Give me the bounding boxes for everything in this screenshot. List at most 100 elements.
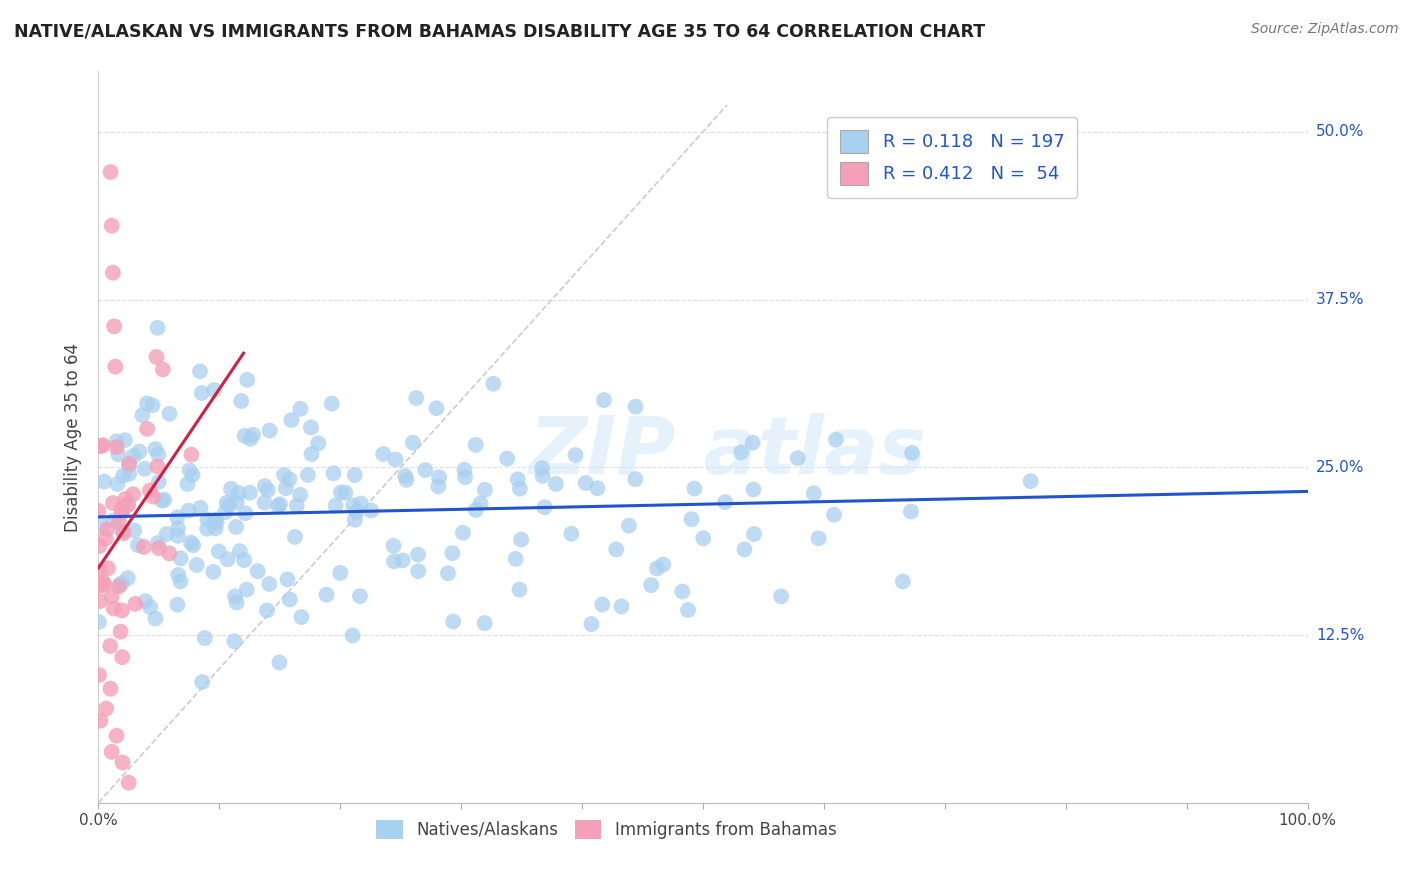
Point xyxy=(194,631,217,645)
Point xyxy=(91,438,114,452)
Point xyxy=(105,434,128,449)
Point xyxy=(233,553,256,567)
Point xyxy=(148,475,170,489)
Point xyxy=(97,561,120,575)
Point xyxy=(111,603,134,617)
Point xyxy=(349,589,371,603)
Point xyxy=(531,461,554,475)
Point xyxy=(100,590,122,604)
Point xyxy=(297,467,319,482)
Point xyxy=(150,493,173,508)
Point xyxy=(406,564,429,578)
Point xyxy=(474,616,496,631)
Point xyxy=(191,675,214,690)
Point xyxy=(273,468,295,483)
Point xyxy=(215,496,238,510)
Point xyxy=(224,590,246,604)
Point xyxy=(100,219,122,233)
Point xyxy=(496,451,519,466)
Point xyxy=(128,444,150,458)
Point xyxy=(1019,474,1042,488)
Point xyxy=(167,568,190,582)
Point xyxy=(610,599,633,614)
Legend: Natives/Alaskans, Immigrants from Bahamas: Natives/Alaskans, Immigrants from Bahama… xyxy=(370,814,844,846)
Point xyxy=(146,459,169,474)
Point xyxy=(202,383,225,397)
Point xyxy=(284,530,307,544)
Point xyxy=(111,576,134,591)
Point xyxy=(197,513,219,527)
Point xyxy=(652,558,675,572)
Point xyxy=(166,598,188,612)
Point xyxy=(134,462,156,476)
Point xyxy=(394,469,416,483)
Point xyxy=(360,503,382,517)
Point xyxy=(139,483,162,498)
Point xyxy=(343,468,366,483)
Point xyxy=(191,386,214,401)
Point xyxy=(101,496,124,510)
Text: 25.0%: 25.0% xyxy=(1316,459,1364,475)
Point xyxy=(329,566,352,580)
Point xyxy=(236,373,259,387)
Point xyxy=(108,577,131,591)
Point xyxy=(624,472,647,486)
Point xyxy=(112,468,135,483)
Point xyxy=(437,566,460,581)
Point xyxy=(683,482,706,496)
Point xyxy=(786,451,808,466)
Point xyxy=(891,574,914,589)
Point xyxy=(605,542,627,557)
Point xyxy=(823,508,845,522)
Point xyxy=(742,527,765,541)
Point xyxy=(114,491,136,506)
Point xyxy=(205,516,228,530)
Point xyxy=(177,503,200,517)
Point xyxy=(105,440,128,454)
Point xyxy=(179,463,201,477)
Point xyxy=(593,392,616,407)
Point xyxy=(343,513,366,527)
Point xyxy=(87,668,110,682)
Point xyxy=(464,503,486,517)
Point xyxy=(229,544,252,558)
Point xyxy=(122,487,145,501)
Point xyxy=(103,319,125,334)
Point xyxy=(290,401,312,416)
Point xyxy=(506,472,529,486)
Point xyxy=(233,429,256,443)
Point xyxy=(170,551,193,566)
Point xyxy=(406,548,429,562)
Point xyxy=(617,518,640,533)
Point xyxy=(124,597,146,611)
Point xyxy=(335,485,357,500)
Point xyxy=(242,428,264,442)
Point xyxy=(256,483,278,498)
Point xyxy=(214,505,236,519)
Point xyxy=(415,463,437,477)
Point xyxy=(176,477,198,491)
Point xyxy=(510,533,533,547)
Point xyxy=(290,488,312,502)
Point xyxy=(315,588,337,602)
Point xyxy=(441,615,464,629)
Point xyxy=(111,756,134,770)
Point xyxy=(204,513,226,527)
Point xyxy=(581,617,603,632)
Point xyxy=(640,578,662,592)
Point xyxy=(100,745,122,759)
Point xyxy=(246,564,269,578)
Point xyxy=(136,422,159,436)
Point xyxy=(807,531,830,545)
Point xyxy=(134,594,156,608)
Point xyxy=(141,398,163,412)
Point xyxy=(159,407,181,421)
Point xyxy=(742,483,765,497)
Point xyxy=(508,582,530,597)
Text: 12.5%: 12.5% xyxy=(1316,628,1364,642)
Point xyxy=(217,552,239,566)
Point xyxy=(290,610,312,624)
Point xyxy=(276,572,298,586)
Point xyxy=(110,624,132,639)
Point xyxy=(239,485,262,500)
